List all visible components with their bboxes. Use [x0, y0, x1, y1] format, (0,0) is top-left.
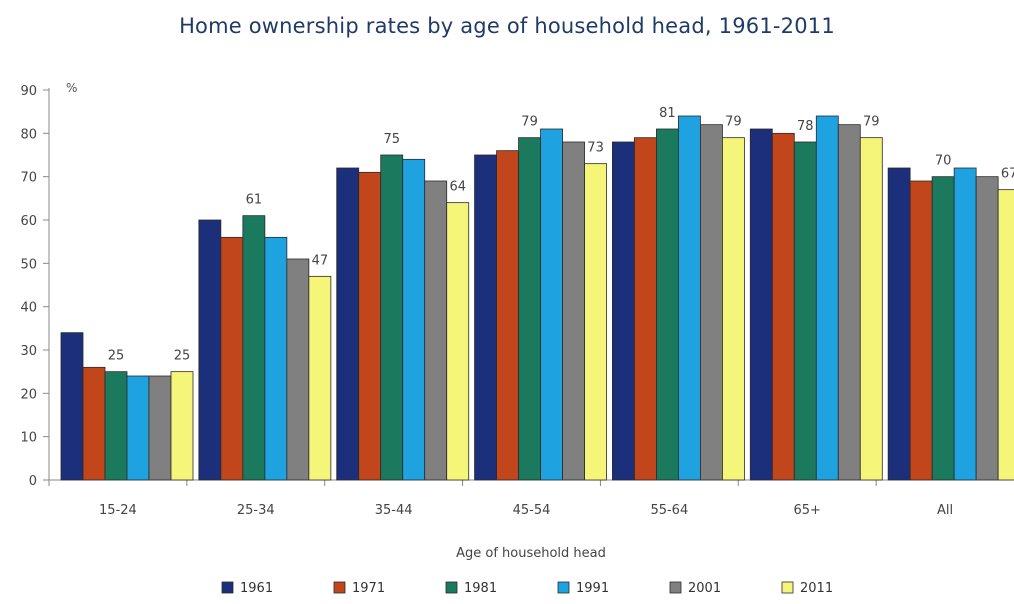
bar-1981-15-24	[104, 371, 128, 481]
data-label: 73	[587, 141, 604, 156]
y-tick-label: 90	[20, 84, 37, 99]
y-tick-label: 40	[20, 301, 37, 316]
bar-1981-45-54	[518, 137, 541, 481]
bar-2011-15-24	[170, 371, 194, 481]
x-tick-label: 45-54	[513, 503, 551, 518]
bar-1971-All	[909, 180, 933, 481]
bar-2011-35-44	[446, 202, 470, 481]
legend-swatch-2011	[781, 581, 794, 594]
x-axis-title: Age of household head	[456, 546, 606, 561]
y-tick-label: 50	[20, 257, 37, 272]
bar-1961-65+	[749, 128, 773, 481]
legend-label-1991: 1991	[576, 581, 609, 596]
bar-1981-65+	[793, 141, 817, 481]
legend-swatch-1971	[333, 581, 346, 594]
y-tick-label: 10	[20, 431, 37, 446]
bar-2001-65+	[837, 124, 861, 481]
bar-1971-35-44	[358, 171, 382, 481]
data-label: 25	[174, 349, 191, 364]
bar-1981-25-34	[242, 215, 266, 481]
bar-1991-45-54	[540, 128, 563, 481]
legend-swatch-2001	[669, 581, 682, 594]
bar-1971-45-54	[496, 150, 519, 481]
y-tick-label: 30	[20, 344, 37, 359]
bar-1961-15-24	[60, 332, 84, 481]
bar-1991-All	[953, 167, 977, 481]
bar-1961-55-64	[612, 141, 635, 481]
bar-1991-55-64	[678, 115, 701, 481]
data-label: 61	[246, 193, 263, 208]
bar-1991-25-34	[264, 236, 288, 481]
bar-1971-25-34	[220, 236, 244, 481]
y-tick-label: 80	[20, 127, 37, 142]
x-tick-label: 55-64	[650, 503, 688, 518]
data-label: 70	[935, 154, 952, 169]
bar-1981-35-44	[380, 154, 404, 481]
data-label: 78	[797, 119, 814, 134]
chart-title: Home ownership rates by age of household…	[179, 14, 835, 38]
legend-label-1961: 1961	[240, 581, 273, 596]
data-label: 81	[659, 106, 676, 121]
bar-2001-25-34	[286, 258, 310, 481]
bar-2011-65+	[859, 137, 883, 481]
bar-1961-25-34	[198, 219, 222, 481]
bar-2001-15-24	[148, 375, 172, 481]
y-axis-label: %	[66, 81, 77, 95]
bar-2011-25-34	[308, 275, 332, 481]
data-label: 79	[863, 115, 880, 130]
bar-2011-55-64	[722, 137, 745, 481]
data-label: 64	[449, 180, 466, 195]
bar-1981-All	[931, 176, 955, 481]
legend-label-2001: 2001	[688, 581, 721, 596]
legend-label-2011: 2011	[800, 581, 833, 596]
bar-1961-35-44	[336, 167, 360, 481]
legend-label-1981: 1981	[464, 581, 497, 596]
bar-1961-All	[887, 167, 911, 481]
y-tick-label: 70	[20, 171, 37, 186]
bar-2001-All	[975, 176, 999, 481]
x-tick-label: 65+	[793, 503, 820, 518]
bar-1971-55-64	[634, 137, 657, 481]
bar-1991-15-24	[126, 375, 150, 481]
y-tick-label: 20	[20, 387, 37, 402]
legend-swatch-1981	[445, 581, 458, 594]
data-label: 67	[1001, 167, 1014, 182]
data-label: 25	[108, 349, 125, 364]
data-label: 79	[521, 115, 538, 130]
bar-1961-45-54	[474, 154, 497, 481]
x-tick-label: All	[937, 503, 953, 518]
data-label: 47	[312, 253, 329, 268]
bar-1981-55-64	[656, 128, 679, 481]
bar-2001-35-44	[424, 180, 448, 481]
y-tick-label: 0	[29, 474, 37, 489]
data-label: 79	[725, 115, 742, 130]
bar-2001-55-64	[700, 124, 723, 481]
legend-swatch-1991	[557, 581, 570, 594]
bar-1991-35-44	[402, 158, 426, 481]
bar-1991-65+	[815, 115, 839, 481]
bar-2001-45-54	[562, 141, 585, 481]
x-tick-label: 35-44	[375, 503, 413, 518]
legend-swatch-1961	[221, 581, 234, 594]
bar-2011-All	[997, 189, 1014, 481]
data-label: 75	[383, 132, 400, 147]
bar-1971-65+	[771, 132, 795, 481]
legend-label-1971: 1971	[352, 581, 385, 596]
bar-1971-15-24	[82, 366, 106, 481]
y-tick-label: 60	[20, 214, 37, 229]
x-tick-label: 15-24	[99, 503, 137, 518]
bar-2011-45-54	[584, 163, 607, 481]
x-tick-label: 25-34	[237, 503, 275, 518]
